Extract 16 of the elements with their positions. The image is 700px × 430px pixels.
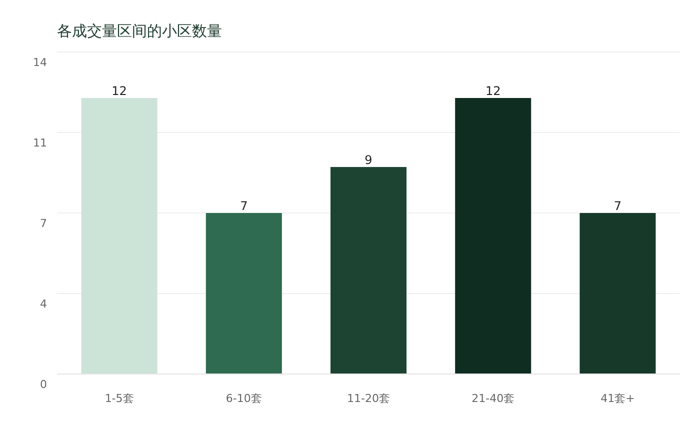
y-tick-label: 0: [40, 378, 47, 391]
y-tick-label: 11: [33, 136, 47, 150]
y-tick-label: 7: [40, 217, 47, 230]
x-tick-label: 41套+: [600, 392, 635, 405]
x-tick-label: 11-20套: [347, 392, 390, 405]
data-label: 12: [485, 84, 501, 98]
data-label: 9: [364, 153, 372, 167]
x-tick-label: 1-5套: [104, 392, 134, 405]
data-label: 12: [112, 84, 127, 98]
y-tick-label: 14: [33, 56, 47, 69]
x-tick-label: 6-10套: [226, 392, 262, 405]
data-label: 7: [614, 199, 622, 213]
chart-title: 各成交量区间的小区数量: [57, 22, 222, 40]
data-label: 7: [240, 199, 248, 213]
x-tick-label: 21-40套: [472, 392, 515, 405]
y-tick-label: 4: [40, 298, 47, 310]
